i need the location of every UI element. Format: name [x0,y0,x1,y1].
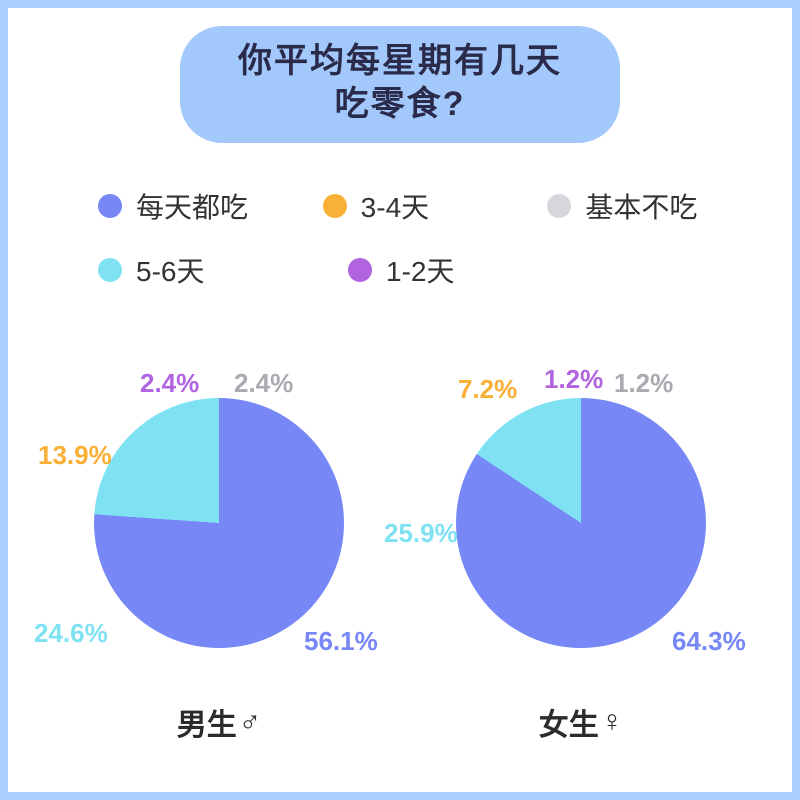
slice-label: 13.9% [38,440,112,471]
pie-wrap-female: 64.3%25.9%7.2%1.2%1.2% [406,348,756,698]
charts-row: 56.1% 24.6% 13.9% 2.4% 2.4% 男生♂ 64.3% 25.9% 7.… [8,348,792,744]
legend-item: 每天都吃 [98,186,283,226]
gender-tag-female: 女生♀ [539,700,624,744]
legend-item: 5-6天 [98,250,308,290]
legend-item: 3-4天 [323,186,508,226]
slice-label: 24.6% [34,618,108,649]
legend-item: 基本不吃 [547,186,732,226]
slice-label: 2.4% [140,368,199,399]
slice-label: 1.2% [544,364,603,395]
slice-label: 56.1% [304,626,378,657]
title-line-2: 吃零食? [238,83,562,126]
title-line-1: 你平均每星期有几天 [238,40,562,83]
female-icon: ♀ [601,705,624,739]
gender-tag-male: 男生♂ [177,700,262,744]
pie-male [94,398,344,648]
legend-label: 5-6天 [136,250,204,290]
legend-label: 1-2天 [386,250,454,290]
legend-item: 1-2天 [348,250,558,290]
legend-dot [98,194,122,218]
pie-wrap-male: 56.1%24.6%13.9%2.4%2.4% [44,348,394,698]
slice-label: 25.9% [384,518,458,549]
male-icon: ♂ [239,705,262,739]
legend-label: 基本不吃 [585,186,697,226]
title-pill: 你平均每星期有几天 吃零食? [180,26,620,143]
legend-dot [98,258,122,282]
slice-label: 2.4% [234,368,293,399]
slice-label: 64.3% [672,626,746,657]
slice-label: 1.2% [614,368,673,399]
slice-label: 7.2% [458,374,517,405]
legend-label: 每天都吃 [136,186,248,226]
legend-label: 3-4天 [361,186,429,226]
infographic-frame: 你平均每星期有几天 吃零食? 每天都吃 3-4天 基本不吃 5-6天 [0,0,800,800]
legend-row-1: 每天都吃 3-4天 基本不吃 [98,186,732,226]
legend: 每天都吃 3-4天 基本不吃 5-6天 1-2天 [98,186,732,314]
legend-row-2: 5-6天 1-2天 [98,250,732,290]
legend-dot [348,258,372,282]
chart-male: 56.1%24.6%13.9%2.4%2.4% 男生♂ [44,348,394,744]
legend-dot [547,194,571,218]
chart-female: 64.3%25.9%7.2%1.2%1.2% 女生♀ [406,348,756,744]
pie-female [456,398,706,648]
legend-dot [323,194,347,218]
gender-label: 男生 [177,700,237,744]
gender-label: 女生 [539,700,599,744]
